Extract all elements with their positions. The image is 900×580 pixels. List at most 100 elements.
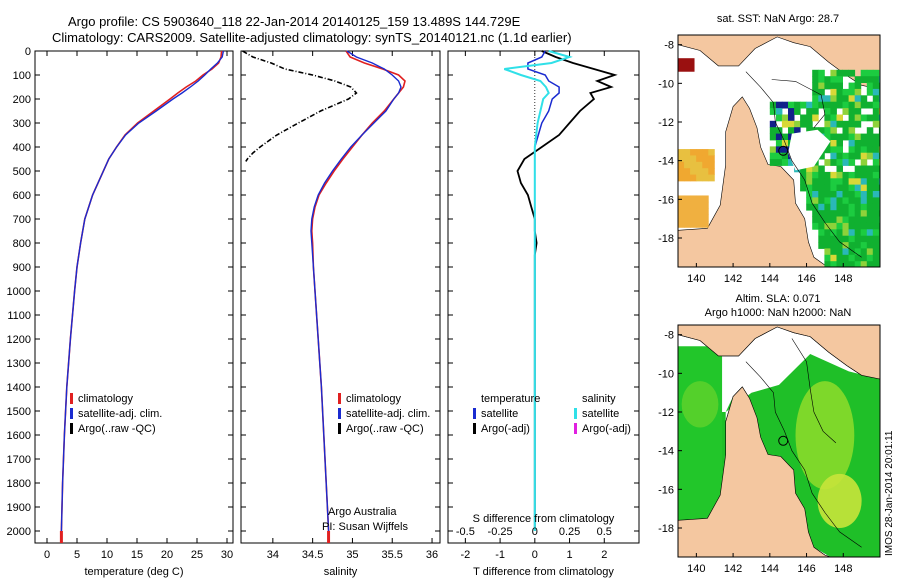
sst-cell <box>818 242 825 249</box>
sst-cell <box>818 88 825 96</box>
sst-cell <box>854 261 862 267</box>
sst-cell <box>824 216 831 224</box>
sst-cell <box>872 101 880 109</box>
temperature-climatology-line <box>60 50 223 532</box>
sst-cell <box>800 171 807 179</box>
salinity-legend-satellite-label: satellite-adj. clim. <box>346 408 430 420</box>
sst-gulf-cell <box>702 174 709 182</box>
sst-cell <box>824 171 831 179</box>
sst-cell <box>854 222 862 230</box>
difference-top-tick-label: 0.5 <box>597 526 612 538</box>
sst-cell <box>836 159 843 166</box>
sst-cell <box>866 101 874 109</box>
sst-gulf-cell <box>696 155 703 163</box>
sst-gulf-cell <box>708 149 715 156</box>
salinity-axis-tick-label: 35.5 <box>382 549 403 561</box>
difference-legend-temp-argo-label: Argo(-adj) <box>481 423 530 435</box>
sst-cell <box>854 133 862 141</box>
sst-cell <box>848 133 856 141</box>
sst-cell <box>818 152 825 160</box>
sst-cell <box>824 101 831 109</box>
sst-cell <box>788 114 795 122</box>
sst-cell <box>800 178 807 186</box>
sst-cell <box>812 222 819 230</box>
sst-cell <box>836 120 843 128</box>
sst-cell <box>824 127 831 134</box>
sst-cell <box>818 95 825 103</box>
sst-cell <box>806 127 813 134</box>
sst-cell <box>866 114 874 122</box>
sst-cell <box>848 108 856 115</box>
sst-cell <box>830 120 837 128</box>
sst-cell <box>854 248 862 256</box>
difference-top-tick-label: 0 <box>532 526 538 538</box>
sst-gulf-cell <box>678 168 685 175</box>
sst-cell <box>842 248 849 256</box>
sst-cell <box>848 152 856 160</box>
sst-cell <box>878 127 880 134</box>
sst-gulf-cell <box>684 220 691 228</box>
sst-cell <box>836 133 843 141</box>
sst-cell <box>872 261 880 267</box>
sst-cell <box>806 120 813 128</box>
sst-cell <box>818 171 825 179</box>
sst-gulf-cell <box>684 214 691 222</box>
sst-lon-tick-label: 148 <box>834 273 852 285</box>
sst-cell <box>854 114 862 122</box>
sst-lon-tick-label: 142 <box>724 273 742 285</box>
sst-cell <box>830 152 837 160</box>
sst-cell <box>836 222 843 230</box>
depth-tick-label: 200 <box>13 94 31 106</box>
sst-shelf-contour <box>745 71 862 258</box>
sla-high-zone <box>795 381 855 490</box>
sst-cell <box>854 229 862 237</box>
sst-cell <box>842 235 849 243</box>
sst-cell <box>800 101 807 109</box>
sst-cell <box>878 88 880 96</box>
sst-cell <box>848 254 856 262</box>
sst-cell <box>878 159 880 166</box>
salinity-axis-tick-label: 34 <box>267 549 279 561</box>
sst-gulf-cell <box>690 208 697 216</box>
sst-gulf-cell <box>708 174 715 182</box>
sst-cell <box>872 254 880 262</box>
salinity-bottom-marker <box>327 531 331 543</box>
difference-panel-frame <box>447 50 640 544</box>
sst-cell <box>848 184 856 192</box>
sst-cell <box>824 210 831 217</box>
sst-cell <box>836 165 843 173</box>
sst-cloud-gap <box>788 129 831 171</box>
sst-cell <box>836 171 843 179</box>
sst-cell <box>878 261 880 267</box>
sst-lat-tick-label: -18 <box>658 233 674 245</box>
sla-land-newguinea <box>678 325 880 380</box>
sst-cell <box>836 101 843 109</box>
sst-cell <box>866 216 874 224</box>
sst-cell <box>878 171 880 179</box>
sst-cell <box>830 210 837 217</box>
sla-lat-tick-label: -16 <box>658 484 674 496</box>
sst-cell <box>818 178 825 186</box>
sst-cell <box>854 191 862 198</box>
sst-gulf-cell <box>684 201 691 209</box>
sst-cell <box>854 88 862 96</box>
sst-cell <box>854 184 862 192</box>
sst-gulf-cell <box>678 208 685 216</box>
sst-cell <box>860 146 868 154</box>
difference-axis-tick-label: 0 <box>532 549 538 561</box>
sst-cell <box>860 101 868 109</box>
sst-cell <box>842 254 849 262</box>
salinity-legend-argo-label: Argo(..raw -QC) <box>346 423 424 435</box>
sst-cell <box>866 133 874 141</box>
sst-cell <box>836 248 843 256</box>
sla-map-title-line-1: Altim. SLA: 0.071 <box>736 293 821 305</box>
sst-cell <box>848 229 856 237</box>
sla-lon-tick-label: 146 <box>797 563 815 575</box>
sst-cell <box>866 165 874 173</box>
sst-argo-position-marker <box>778 145 789 156</box>
sst-cell <box>836 95 843 103</box>
sla-map-title-line-2: Argo h1000: NaN h2000: NaN <box>705 307 852 319</box>
sst-cell <box>872 216 880 224</box>
sst-cell <box>836 88 843 96</box>
